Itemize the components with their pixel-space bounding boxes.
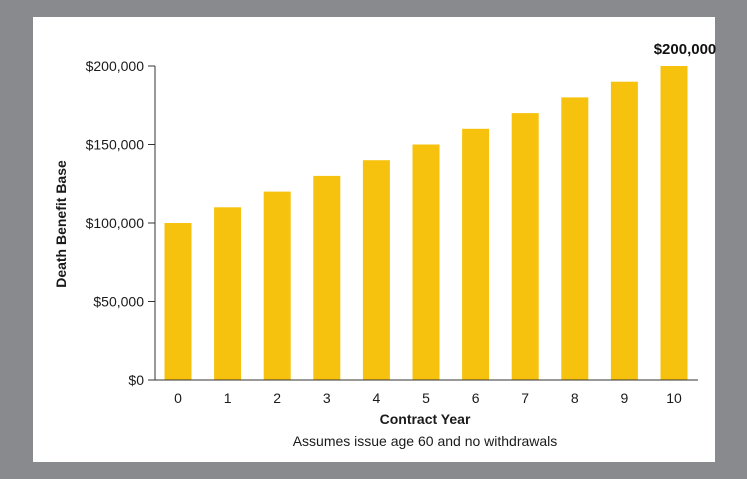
bar-year-4 bbox=[362, 160, 390, 380]
y-tick-label: $0 bbox=[128, 372, 144, 388]
bar-year-3 bbox=[313, 175, 341, 380]
x-tick-label: 0 bbox=[174, 390, 182, 406]
data-label-year-10: $200,000 bbox=[654, 41, 717, 58]
x-tick-label: 5 bbox=[422, 390, 430, 406]
data-labels-group: $200,000 bbox=[654, 41, 717, 58]
y-tick-label: $150,000 bbox=[86, 137, 145, 153]
y-axis: $0 $50,000 $100,000 $150,000 $200,000 bbox=[86, 58, 156, 388]
bars-group bbox=[164, 66, 688, 381]
x-tick-label: 10 bbox=[666, 390, 682, 406]
bar-year-2 bbox=[263, 191, 291, 380]
chart-note: Assumes issue age 60 and no withdrawals bbox=[293, 433, 558, 449]
bar-year-5 bbox=[412, 144, 440, 380]
y-axis-title: Death Benefit Base bbox=[53, 160, 69, 288]
bar-year-7 bbox=[511, 113, 539, 380]
x-tick-label: 3 bbox=[323, 390, 331, 406]
x-tick-label: 7 bbox=[521, 390, 529, 406]
x-tick-label: 4 bbox=[373, 390, 381, 406]
x-axis: 0 1 2 3 4 5 6 7 8 9 10 bbox=[155, 379, 698, 406]
bar-year-8 bbox=[561, 97, 589, 381]
x-tick-label: 2 bbox=[273, 390, 281, 406]
x-tick-label: 1 bbox=[224, 390, 232, 406]
bar-year-9 bbox=[610, 81, 638, 380]
bar-year-1 bbox=[214, 207, 242, 380]
bar-year-0 bbox=[164, 223, 192, 380]
y-tick-label: $100,000 bbox=[86, 215, 145, 231]
x-tick-label: 8 bbox=[571, 390, 579, 406]
y-tick-label: $200,000 bbox=[86, 58, 145, 74]
x-axis-title: Contract Year bbox=[380, 411, 471, 427]
bar-year-6 bbox=[462, 128, 490, 380]
y-tick-label: $50,000 bbox=[93, 294, 144, 310]
x-tick-label: 6 bbox=[472, 390, 480, 406]
x-tick-label: 9 bbox=[621, 390, 629, 406]
bar-year-10 bbox=[660, 66, 688, 380]
